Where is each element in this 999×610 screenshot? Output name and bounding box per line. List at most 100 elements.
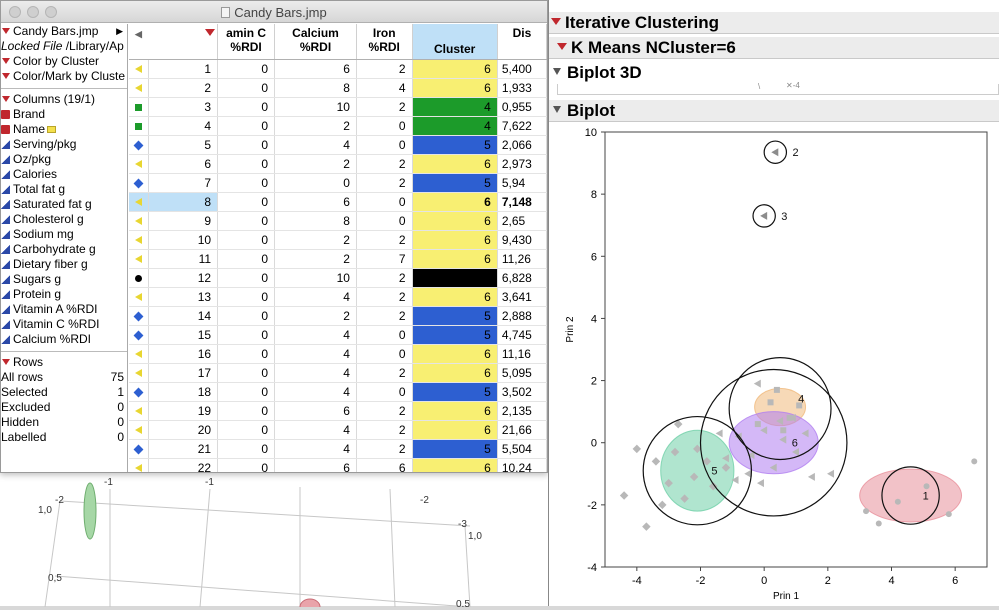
cell-iron[interactable]: 2: [356, 268, 413, 288]
cell-vitamin-c[interactable]: 0: [217, 382, 276, 402]
cell-iron[interactable]: 2: [356, 420, 413, 440]
col-header-cluster[interactable]: Cluster: [412, 24, 498, 60]
triangle-point[interactable]: [776, 416, 784, 425]
cell-calcium[interactable]: 2: [274, 154, 357, 174]
zoom-window-button[interactable]: [45, 6, 57, 18]
diamond-point[interactable]: [651, 457, 661, 466]
square-point[interactable]: [767, 399, 774, 406]
cell-vitamin-c[interactable]: 0: [217, 439, 276, 459]
cluster-5-circle[interactable]: [642, 415, 753, 526]
cell-vitamin-c[interactable]: 0: [217, 230, 276, 250]
table-row[interactable]: 22 0 6 6 6 10,24: [129, 458, 547, 472]
row-number[interactable]: 10: [148, 230, 219, 250]
cell-cluster[interactable]: 4: [412, 97, 498, 117]
cell-iron[interactable]: 2: [356, 287, 413, 307]
table-row[interactable]: 19 0 6 2 6 2,135: [129, 401, 547, 421]
cell-vitamin-c[interactable]: 0: [217, 135, 276, 155]
cell-calcium[interactable]: 4: [274, 344, 357, 364]
cell-cluster[interactable]: 6: [412, 211, 498, 231]
table-row[interactable]: 11 0 2 7 6 11,26: [129, 249, 547, 269]
cluster-6-circle[interactable]: [699, 368, 848, 517]
table-row[interactable]: 8 0 6 0 6 7,148: [129, 192, 547, 212]
column-item[interactable]: Calories: [1, 167, 127, 182]
dot-point[interactable]: [923, 483, 930, 490]
table-row[interactable]: 7 0 0 2 5 5,94: [129, 173, 547, 193]
row-number[interactable]: 2: [148, 78, 219, 98]
cell-iron[interactable]: 0: [356, 192, 413, 212]
diamond-point[interactable]: [632, 444, 642, 454]
cell-vitamin-c[interactable]: 0: [217, 401, 276, 421]
cell-iron[interactable]: 2: [356, 363, 413, 383]
row-marker-cell[interactable]: [129, 230, 150, 250]
cell-distance[interactable]: 5,095: [497, 363, 547, 383]
col-header-iron[interactable]: Iron %RDI: [356, 24, 413, 60]
rows-header[interactable]: Rows: [1, 355, 127, 370]
column-item[interactable]: Vitamin C %RDI: [1, 317, 127, 332]
triangle-point[interactable]: [731, 476, 739, 484]
cell-cluster[interactable]: 5: [412, 173, 498, 193]
grid-corner[interactable]: ◀: [129, 24, 219, 60]
row-marker-cell[interactable]: [129, 192, 150, 212]
cell-iron[interactable]: 7: [356, 249, 413, 269]
triangle-point[interactable]: [756, 479, 764, 488]
cell-calcium[interactable]: 6: [274, 59, 357, 79]
cell-calcium[interactable]: 4: [274, 382, 357, 402]
triangle-point[interactable]: [760, 211, 768, 220]
row-number[interactable]: 20: [148, 420, 219, 440]
row-number[interactable]: 17: [148, 363, 219, 383]
cell-iron[interactable]: 2: [356, 230, 413, 250]
cell-cluster[interactable]: 5: [412, 439, 498, 459]
cell-distance[interactable]: 21,66: [497, 420, 547, 440]
cell-vitamin-c[interactable]: 0: [217, 344, 276, 364]
cell-distance[interactable]: 5,400: [497, 59, 547, 79]
cell-calcium[interactable]: 10: [274, 268, 357, 288]
cell-vitamin-c[interactable]: 0: [217, 420, 276, 440]
column-item[interactable]: Carbohydrate g: [1, 242, 127, 257]
cluster-1-circle[interactable]: [881, 466, 940, 525]
triangle-point[interactable]: [760, 426, 768, 435]
triangle-point[interactable]: [721, 454, 729, 463]
row-marker-cell[interactable]: [129, 325, 150, 345]
cell-cluster[interactable]: 6: [412, 249, 498, 269]
cell-distance[interactable]: 2,888: [497, 306, 547, 326]
cell-iron[interactable]: 0: [356, 135, 413, 155]
row-number[interactable]: 13: [148, 287, 219, 307]
cell-cluster[interactable]: 6: [412, 192, 498, 212]
cell-calcium[interactable]: 4: [274, 325, 357, 345]
column-item[interactable]: Name: [1, 122, 127, 137]
cell-vitamin-c[interactable]: 0: [217, 59, 276, 79]
cell-calcium[interactable]: 0: [274, 173, 357, 193]
row-number[interactable]: 9: [148, 211, 219, 231]
cell-vitamin-c[interactable]: 0: [217, 249, 276, 269]
row-marker-cell[interactable]: [129, 97, 150, 117]
kmeans-menu-icon[interactable]: [557, 43, 567, 50]
row-number[interactable]: 8: [148, 192, 219, 212]
cell-iron[interactable]: 0: [356, 325, 413, 345]
row-number[interactable]: 18: [148, 382, 219, 402]
cell-vitamin-c[interactable]: 0: [217, 211, 276, 231]
cell-vitamin-c[interactable]: 0: [217, 306, 276, 326]
column-item[interactable]: Sugars g: [1, 272, 127, 287]
cell-distance[interactable]: 9,430: [497, 230, 547, 250]
row-marker-cell[interactable]: [129, 287, 150, 307]
row-marker-cell[interactable]: [129, 249, 150, 269]
table-row[interactable]: 5 0 4 0 5 2,066: [129, 135, 547, 155]
row-marker-cell[interactable]: [129, 458, 150, 472]
triangle-point[interactable]: [715, 429, 723, 438]
cell-cluster[interactable]: 6: [412, 287, 498, 307]
cell-distance[interactable]: 10,24: [497, 458, 547, 472]
cell-distance[interactable]: 5,504: [497, 439, 547, 459]
row-marker-cell[interactable]: [129, 173, 150, 193]
dot-point[interactable]: [971, 458, 978, 465]
triangle-point[interactable]: [827, 469, 835, 478]
cell-cluster[interactable]: 6: [412, 420, 498, 440]
row-marker-cell[interactable]: [129, 439, 150, 459]
triangle-point[interactable]: [779, 435, 787, 444]
row-number[interactable]: 11: [148, 249, 219, 269]
diamond-point[interactable]: [619, 491, 629, 500]
report-menu-icon[interactable]: [551, 18, 561, 25]
cell-iron[interactable]: 2: [356, 97, 413, 117]
cell-distance[interactable]: 5,94: [497, 173, 547, 193]
script-menu-icon[interactable]: [2, 73, 10, 79]
column-menu-icon[interactable]: [205, 29, 216, 36]
